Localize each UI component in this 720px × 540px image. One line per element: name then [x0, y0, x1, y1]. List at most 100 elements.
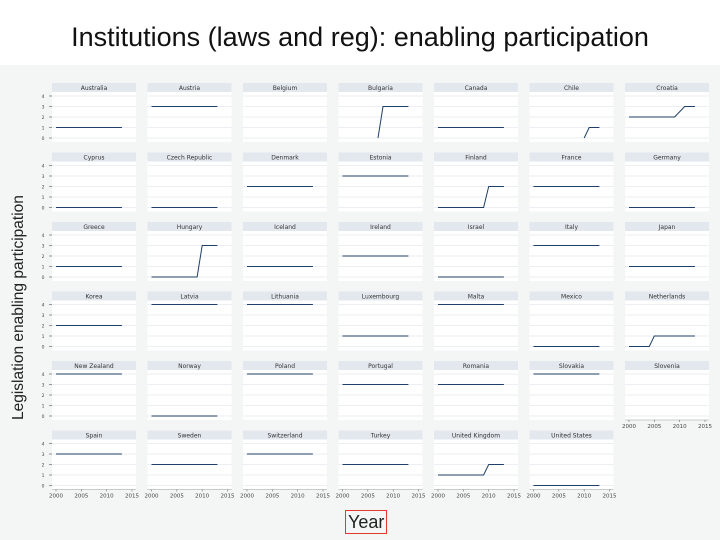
panel-header [243, 361, 327, 370]
x-axis-label: Year [345, 510, 388, 534]
y-tick-label: 1 [42, 126, 45, 132]
y-tick-label: 1 [42, 265, 45, 271]
panel-header [625, 152, 709, 162]
panel: Finland [434, 152, 518, 212]
x-tick-label: 2000 [527, 494, 541, 500]
panel-title: Sweden [178, 433, 202, 440]
panel-title: Slovenia [654, 363, 680, 370]
panel-title: Iceland [274, 224, 296, 231]
panel-header [529, 83, 614, 92]
panel-title: Poland [275, 363, 295, 370]
panel-title: United States [551, 433, 592, 440]
panel: Denmark [243, 152, 327, 212]
panel-title: Netherlands [649, 294, 686, 301]
y-tick-label: 3 [42, 383, 45, 389]
panel-title: Portugal [368, 363, 393, 370]
x-tick-label: 2015 [221, 494, 235, 500]
x-tick-label: 2010 [386, 494, 400, 500]
panel-header [338, 152, 423, 162]
panel-title: Austria [179, 85, 201, 92]
y-axis-label: Legislation enabling participation [10, 195, 27, 420]
panel: Lithuania [243, 291, 327, 351]
panel-title: Norway [178, 363, 201, 370]
y-tick-label: 3 [42, 452, 45, 458]
y-tick-label: 0 [42, 484, 45, 490]
panel-header [625, 83, 709, 92]
panel: Spain 0 1 2 3 4 2000 2005 2010 2015 [42, 430, 139, 500]
panel-header [434, 361, 518, 370]
panel-header [52, 430, 136, 440]
panel-header [52, 222, 136, 231]
panel: Sweden 2000 2005 2010 2015 [145, 430, 235, 500]
panel-title: Croatia [656, 85, 678, 92]
series-line [629, 335, 695, 347]
panel-title: Greece [83, 224, 105, 231]
panel-title: Denmark [271, 155, 299, 162]
x-tick-label: 2005 [74, 494, 88, 500]
panel-title: United Kingdom [452, 433, 500, 440]
panel: Australia 0 1 2 3 4 [42, 83, 136, 142]
panel-title: Mexico [561, 294, 582, 301]
panel-header [434, 152, 518, 162]
panel-header [338, 291, 423, 301]
panel-header [338, 222, 423, 231]
panel-title: Turkey [370, 433, 391, 440]
panel-header [434, 430, 518, 440]
y-tick-label: 2 [42, 393, 45, 399]
y-tick-label: 0 [42, 206, 45, 212]
panel: Latvia [147, 291, 232, 351]
y-tick-label: 3 [42, 174, 45, 180]
series-line [629, 106, 695, 118]
panel-title: Malta [468, 294, 485, 301]
panel-header [529, 291, 614, 301]
panel-header [338, 361, 423, 370]
panel-title: Israel [468, 224, 485, 231]
y-tick-label: 3 [42, 313, 45, 319]
panel-header [243, 83, 327, 92]
x-tick-label: 2010 [673, 424, 687, 430]
panel-header [147, 222, 232, 231]
panel: Portugal [338, 361, 423, 420]
series-line [438, 464, 504, 476]
x-tick-label: 2010 [482, 494, 496, 500]
panel: Iceland [243, 222, 327, 281]
panel-header [52, 291, 136, 301]
panel-header [338, 430, 423, 440]
y-tick-label: 4 [42, 372, 45, 378]
panel: Croatia [625, 83, 709, 142]
series-line [583, 127, 600, 139]
panel-title: Romania [463, 363, 490, 370]
x-tick-label: 2010 [291, 494, 305, 500]
panel: Germany [625, 152, 709, 212]
panel-header [147, 152, 232, 162]
panel-header [243, 152, 327, 162]
panel: Korea 0 1 2 3 4 [42, 291, 136, 351]
y-tick-label: 1 [42, 334, 45, 340]
panel-header [529, 152, 614, 162]
x-tick-label: 2005 [265, 494, 279, 500]
panel-header [529, 361, 614, 370]
y-tick-label: 1 [42, 195, 45, 201]
panel: Hungary [147, 222, 232, 281]
y-tick-label: 3 [42, 244, 45, 250]
panel: United Kingdom 2000 2005 2010 2015 [431, 430, 521, 500]
panel-header [52, 83, 136, 92]
panel-header [529, 430, 614, 440]
x-tick-label: 2015 [412, 494, 426, 500]
panel: Turkey 2000 2005 2010 2015 [336, 430, 426, 500]
panel: Slovenia 2000 2005 2010 2015 [622, 361, 712, 430]
panel: Japan [625, 222, 709, 281]
y-tick-label: 3 [42, 105, 45, 111]
x-tick-label: 2010 [577, 494, 591, 500]
y-tick-label: 0 [42, 275, 45, 281]
y-tick-label: 2 [42, 185, 45, 191]
panel-header [147, 430, 232, 440]
x-tick-label: 2005 [361, 494, 375, 500]
panel-header [529, 222, 614, 231]
panel: Belgium [243, 83, 327, 142]
panel-title: Estonia [369, 155, 391, 162]
panel: Poland [243, 361, 327, 420]
panel: United States 2000 2005 2010 2015 [527, 430, 617, 500]
x-tick-label: 2005 [456, 494, 470, 500]
